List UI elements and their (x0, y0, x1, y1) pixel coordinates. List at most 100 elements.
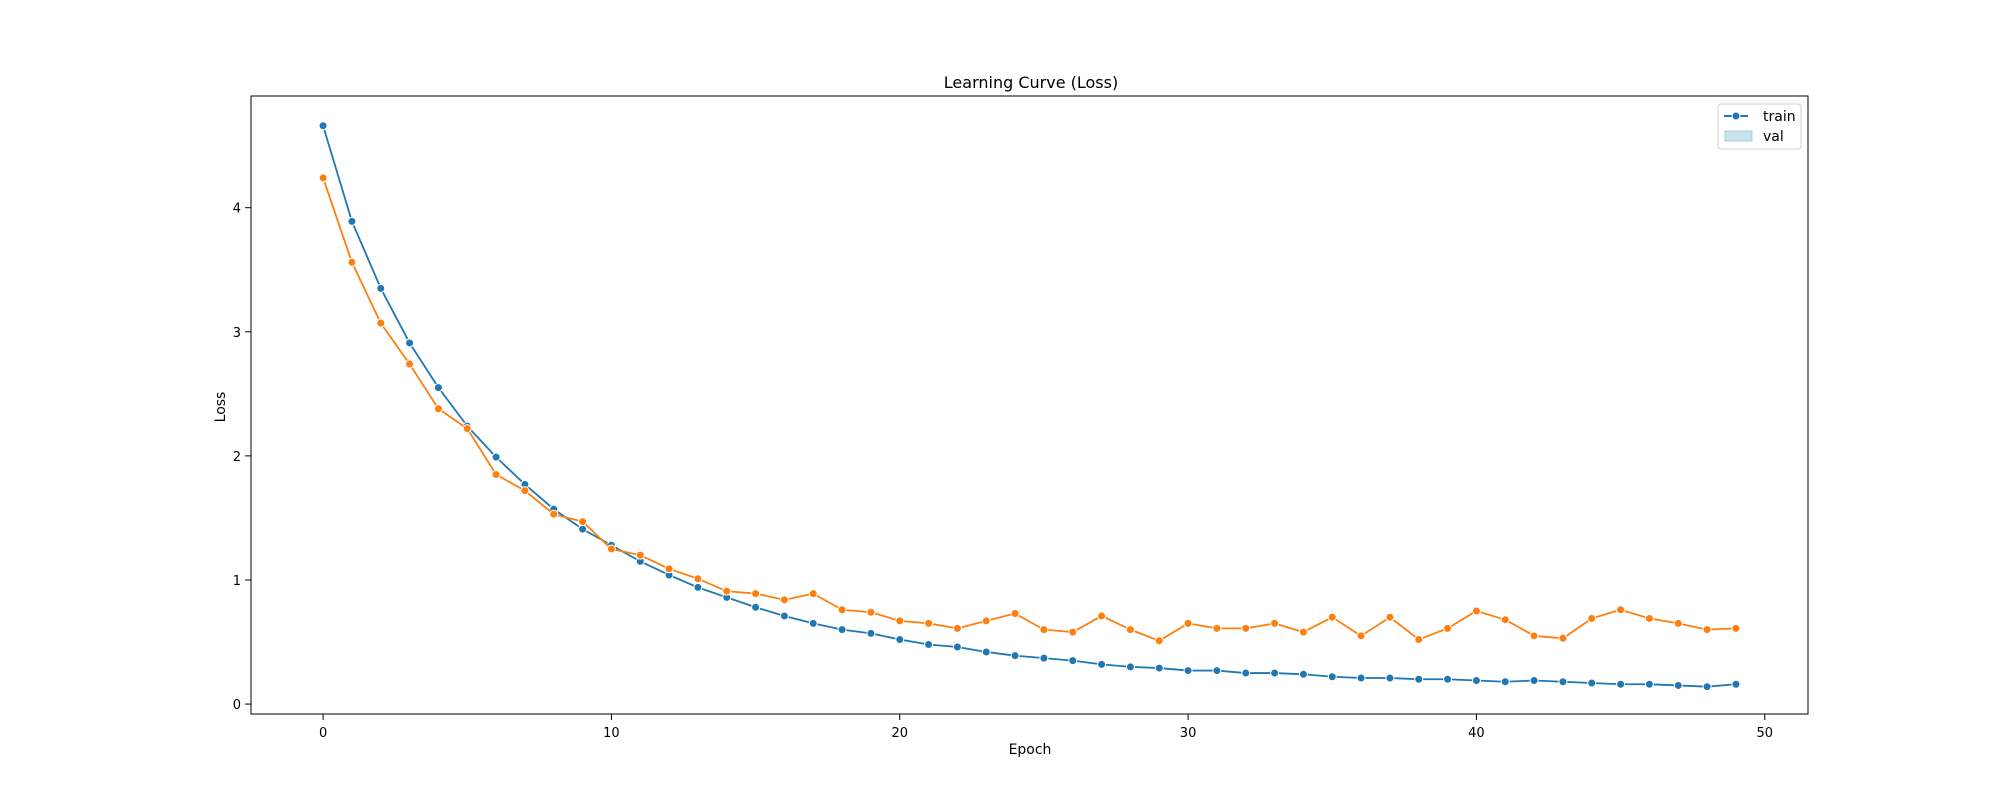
data-point-val (1010, 608, 1020, 618)
data-point-val (520, 486, 530, 496)
data-point-train (808, 618, 818, 628)
data-point-val (549, 509, 559, 519)
data-point-val (1154, 636, 1164, 646)
data-point-val (1616, 605, 1626, 615)
y-tick-label: 4 (233, 202, 241, 217)
data-point-train (1068, 656, 1078, 666)
data-point-train (376, 283, 386, 293)
data-point-val (405, 359, 415, 369)
data-point-train (1385, 673, 1395, 683)
data-point-val (347, 257, 357, 267)
data-point-train (347, 216, 357, 226)
data-point-val (1587, 613, 1597, 623)
data-point-train (751, 602, 761, 612)
y-tick-label: 2 (233, 450, 241, 465)
data-point-train (693, 582, 703, 592)
data-point-val (1529, 631, 1539, 641)
data-point-val (924, 618, 934, 628)
plot-area-frame (250, 95, 1809, 715)
data-point-train (1500, 677, 1510, 687)
data-point-train (491, 452, 501, 462)
data-point-val (1039, 625, 1049, 635)
x-tick-label: 30 (1180, 726, 1197, 741)
x-tick-label: 50 (1756, 726, 1773, 741)
data-point-train (1125, 662, 1135, 672)
data-point-train (1010, 651, 1020, 661)
data-point-train (1039, 653, 1049, 663)
data-point-train (1327, 672, 1337, 682)
data-point-val (578, 517, 588, 527)
data-point-val (433, 404, 443, 414)
data-point-train (1270, 668, 1280, 678)
data-point-train (924, 640, 934, 650)
data-point-val (1673, 618, 1683, 628)
data-point-train (1731, 679, 1741, 689)
series-line-train (322, 125, 1736, 688)
data-point-train (1529, 675, 1539, 685)
data-point-train (1414, 674, 1424, 684)
data-point-val (1241, 623, 1251, 633)
data-point-val (895, 616, 905, 626)
x-axis-ticks: 0 10 20 30 40 50 (319, 714, 1773, 741)
data-point-val (837, 605, 847, 615)
data-point-train (952, 642, 962, 652)
y-tick-label: 0 (233, 698, 241, 713)
data-point-val (1558, 633, 1568, 643)
data-point-val (1385, 612, 1395, 622)
data-point-val (635, 550, 645, 560)
data-point-train (1587, 678, 1597, 688)
data-point-train (779, 611, 789, 621)
data-point-val (1443, 623, 1453, 633)
y-tick-label: 1 (233, 574, 241, 589)
data-point-val (1644, 613, 1654, 623)
data-point-train (1673, 680, 1683, 690)
data-point-train (1443, 674, 1453, 684)
data-point-train (433, 383, 443, 393)
data-point-val (664, 564, 674, 574)
data-point-train (895, 635, 905, 645)
chart-title: Learning Curve (Loss) (944, 73, 1118, 92)
data-point-val (1068, 627, 1078, 637)
data-point-train (1154, 663, 1164, 673)
data-point-val (1097, 611, 1107, 621)
x-tick-label: 10 (603, 726, 620, 741)
data-point-val (722, 586, 732, 596)
data-point-val (1414, 635, 1424, 645)
data-point-train (1702, 682, 1712, 692)
data-point-val (1327, 612, 1337, 622)
data-point-train (405, 338, 415, 348)
data-point-val (1183, 618, 1193, 628)
data-point-val (1212, 623, 1222, 633)
data-point-val (1731, 623, 1741, 633)
x-tick-label: 40 (1468, 726, 1485, 741)
x-axis-label: Epoch (1009, 742, 1052, 758)
data-point-train (1212, 666, 1222, 676)
data-point-train (1183, 666, 1193, 676)
data-point-train (318, 121, 328, 131)
data-point-train (1356, 673, 1366, 683)
data-point-val (1356, 631, 1366, 641)
y-axis-ticks: 0 1 2 3 4 (233, 202, 251, 713)
legend-label-train: train (1763, 109, 1796, 125)
y-tick-label: 3 (233, 326, 241, 341)
data-point-val (1500, 615, 1510, 625)
data-point-val (981, 616, 991, 626)
legend-train-marker (1731, 111, 1741, 121)
data-point-train (1558, 677, 1568, 687)
data-point-val (606, 544, 616, 554)
data-point-train (981, 647, 991, 657)
x-tick-label: 0 (319, 726, 327, 741)
legend-val-box-swatch (1724, 130, 1753, 142)
data-point-train (1471, 675, 1481, 685)
data-point-val (779, 595, 789, 605)
data-point-train (866, 628, 876, 638)
data-point-val (462, 424, 472, 434)
data-point-train (1298, 669, 1308, 679)
data-point-val (866, 607, 876, 617)
data-point-val (1270, 618, 1280, 628)
data-point-train (1241, 668, 1251, 678)
data-point-train (1644, 679, 1654, 689)
data-point-val (952, 623, 962, 633)
